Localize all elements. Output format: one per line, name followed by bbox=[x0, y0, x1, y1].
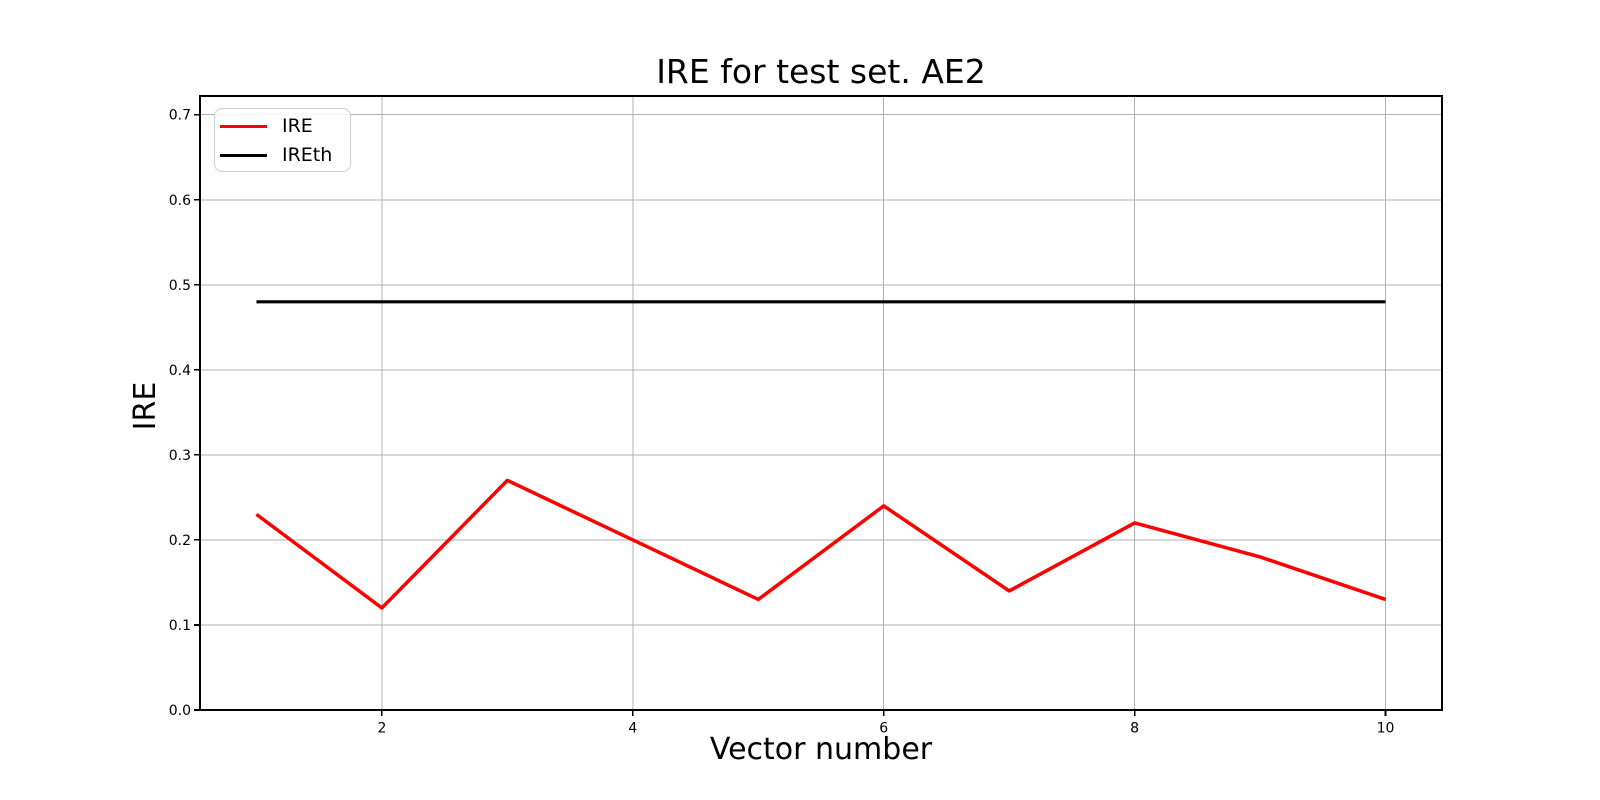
ireth-line-swatch bbox=[220, 153, 267, 158]
legend-entry-ireth: IREth bbox=[215, 141, 350, 170]
y-tick-label: 0.2 bbox=[169, 533, 191, 549]
ire-line-swatch bbox=[220, 124, 267, 129]
y-tick-label: 0.4 bbox=[169, 363, 191, 379]
x-axis-label: Vector number bbox=[709, 732, 933, 767]
x-tick-label: 10 bbox=[1377, 721, 1395, 737]
x-tick-label: 2 bbox=[377, 721, 386, 737]
chart-title: IRE for test set. AE2 bbox=[656, 52, 986, 91]
series-line-ire bbox=[255, 478, 1387, 610]
x-tick-label: 4 bbox=[628, 721, 637, 737]
legend: IRE IREth bbox=[214, 108, 351, 172]
y-tick-label: 0.5 bbox=[169, 278, 191, 294]
y-tick-label: 0.6 bbox=[169, 193, 191, 209]
legend-label-ireth: IREth bbox=[282, 144, 333, 166]
legend-label-ire: IRE bbox=[282, 115, 313, 137]
y-tick-label: 0.0 bbox=[169, 703, 191, 719]
x-tick-label: 6 bbox=[879, 721, 888, 737]
legend-entry-ire: IRE bbox=[215, 112, 350, 141]
y-tick-label: 0.7 bbox=[169, 108, 191, 124]
x-tick-label: 8 bbox=[1130, 721, 1139, 737]
y-axis-label: IRE bbox=[128, 381, 163, 431]
axes-spines bbox=[199, 95, 1443, 711]
y-tick-label: 0.3 bbox=[169, 448, 191, 464]
y-tick-label: 0.1 bbox=[169, 618, 191, 634]
